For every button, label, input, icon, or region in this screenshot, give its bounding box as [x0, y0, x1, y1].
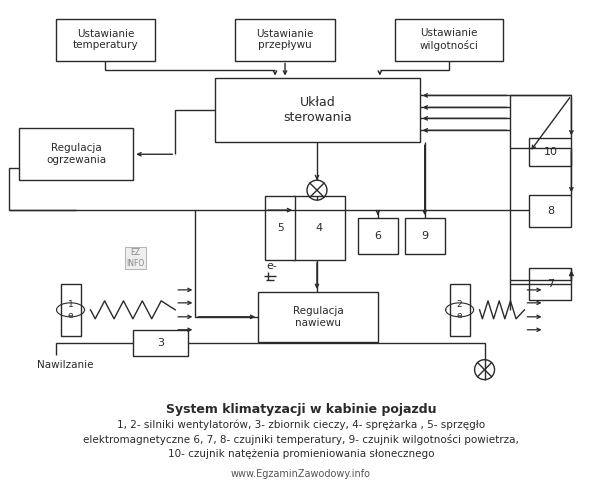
Bar [529, 138, 572, 166]
Text: 8: 8 [547, 206, 554, 216]
Text: Nawilzanie: Nawilzanie [37, 360, 94, 370]
Text: 3: 3 [157, 338, 165, 348]
Text: 7: 7 [547, 279, 554, 289]
Text: Ustawianie
temperatury: Ustawianie temperatury [72, 29, 138, 51]
Bar [529, 195, 572, 227]
Text: 10- czujnik natężenia promieniowania słonecznego: 10- czujnik natężenia promieniowania sło… [168, 449, 434, 459]
Bar [19, 128, 133, 180]
Text: e-: e- [267, 261, 277, 271]
Text: 2
e: 2 e [457, 300, 463, 319]
Bar [395, 19, 502, 61]
Text: 6: 6 [374, 231, 381, 241]
Text: Regulacja
ogrzewania: Regulacja ogrzewania [46, 143, 106, 165]
Bar [60, 284, 81, 336]
Text: System klimatyzacji w kabinie pojazdu: System klimatyzacji w kabinie pojazdu [166, 403, 436, 416]
Bar [450, 284, 470, 336]
Bar [55, 19, 156, 61]
Bar [133, 330, 188, 356]
Text: Ustawianie
przepływu: Ustawianie przepływu [256, 29, 314, 51]
Bar [529, 268, 572, 300]
Text: 5: 5 [277, 223, 283, 233]
Bar [405, 218, 444, 254]
Text: Układ
sterowania: Układ sterowania [283, 96, 352, 124]
Text: 10: 10 [543, 147, 557, 157]
Text: EZ
INFO: EZ INFO [126, 248, 145, 268]
Bar [358, 218, 398, 254]
Text: www.EgzaminZawodowy.info: www.EgzaminZawodowy.info [231, 469, 371, 479]
Bar [265, 196, 295, 260]
Text: 4: 4 [315, 223, 323, 233]
Text: 9: 9 [421, 231, 428, 241]
Bar [258, 292, 378, 342]
Bar [235, 19, 335, 61]
Text: Regulacja
nawiewu: Regulacja nawiewu [292, 306, 343, 327]
Text: 1, 2- silniki wentylatorów, 3- zbiornik cieczy, 4- sprężarka , 5- sprzęgło: 1, 2- silniki wentylatorów, 3- zbiornik … [117, 419, 485, 430]
Bar [293, 196, 345, 260]
Text: Ustawianie
wilgotności: Ustawianie wilgotności [419, 28, 478, 51]
Bar [215, 78, 420, 142]
Text: elektromagnetyczne 6, 7, 8- czujniki temperatury, 9- czujnik wilgotności powietr: elektromagnetyczne 6, 7, 8- czujniki tem… [83, 434, 519, 445]
Text: 1
e: 1 e [68, 300, 74, 319]
